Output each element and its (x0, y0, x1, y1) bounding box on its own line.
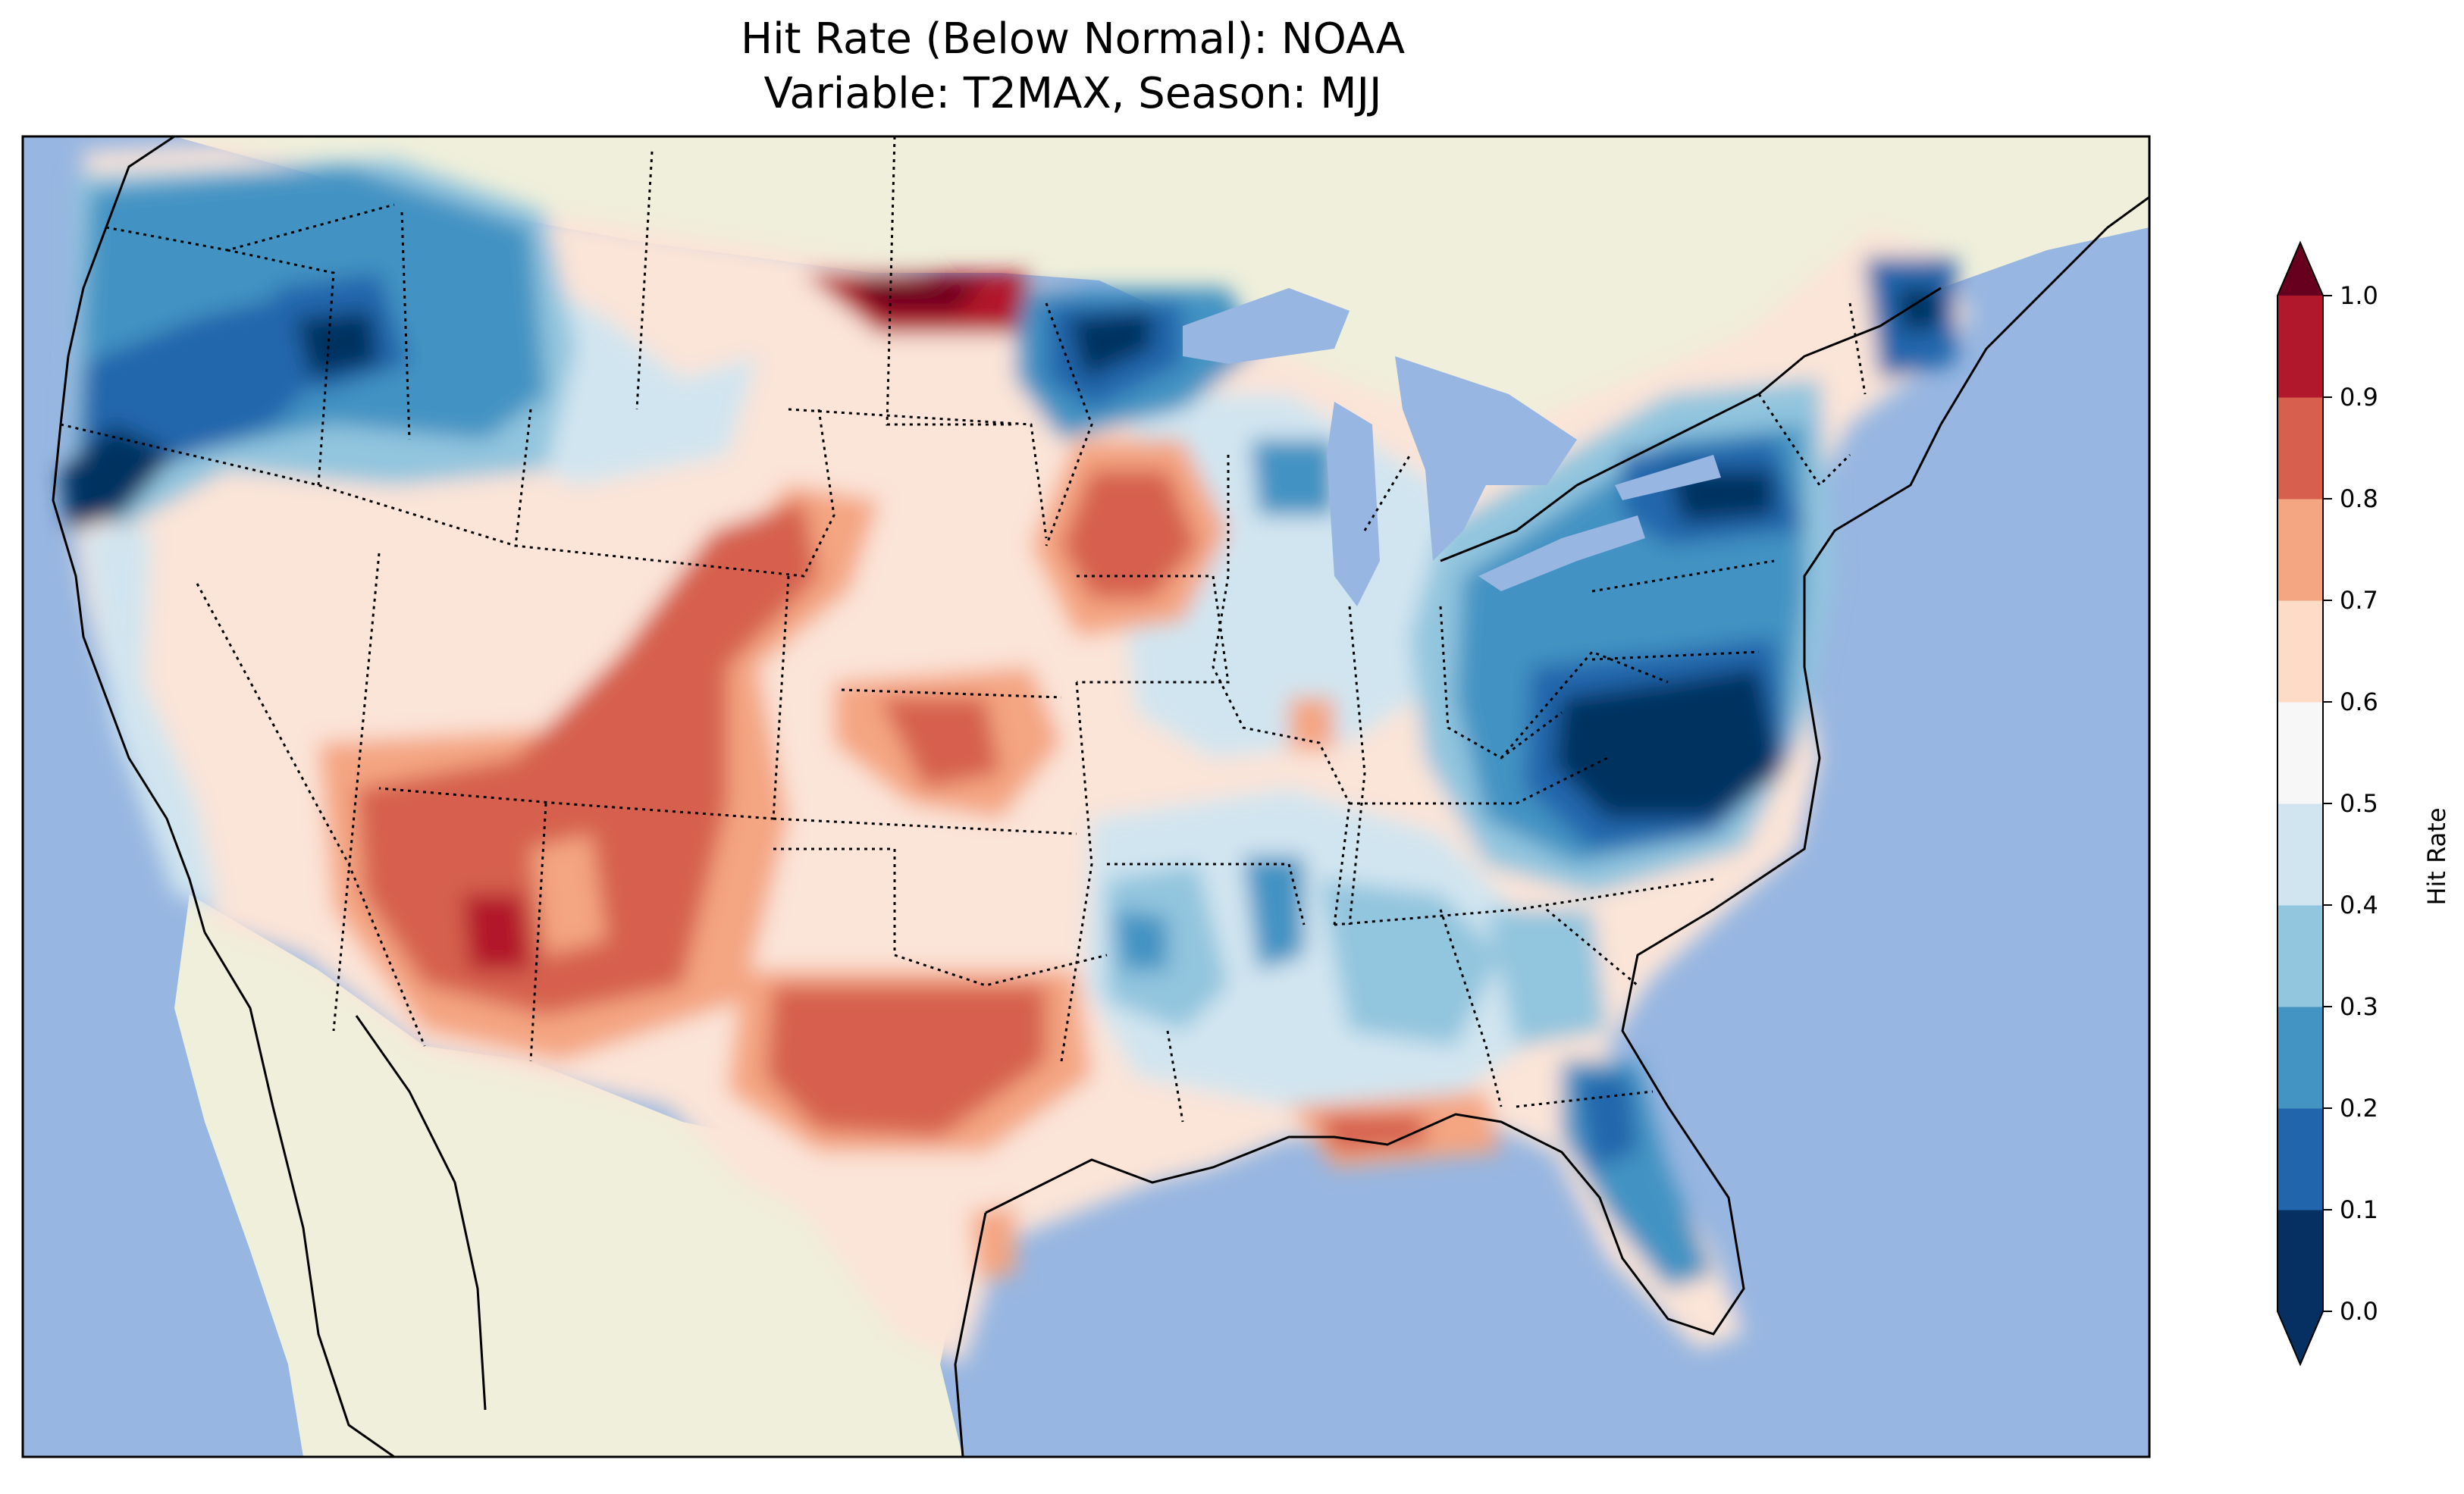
colorbar-tick-label: 0.4 (2340, 891, 2378, 919)
colorbar-bin (2277, 1007, 2323, 1109)
colorbar-bin (2277, 905, 2323, 1007)
colorbar-label: Hit Rate (2422, 807, 2451, 905)
colorbar-tick-label: 0.9 (2340, 383, 2378, 412)
colorbar-bin (2277, 600, 2323, 703)
map-frame (21, 135, 2151, 1458)
colorbar-tick-label: 0.8 (2340, 484, 2378, 513)
map-title-line1: Hit Rate (Below Normal): NOAA (740, 14, 1406, 64)
colorbar-bin (2277, 702, 2323, 804)
colorbar-bin (2277, 1108, 2323, 1211)
colorbar-tick-label: 1.0 (2340, 281, 2378, 310)
colorbar-tick-label: 0.0 (2340, 1297, 2378, 1326)
state-borders (60, 136, 1867, 1123)
colorbar-bin (2277, 803, 2323, 906)
colorbar-bin (2277, 1210, 2323, 1312)
colorbar-bin (2277, 499, 2323, 601)
colorbar-tick-label: 0.6 (2340, 687, 2378, 716)
colorbar-bin (2277, 397, 2323, 500)
map-title-line2: Variable: T2MAX, Season: MJJ (763, 69, 1382, 118)
colorbar-tick-label: 0.3 (2340, 992, 2378, 1021)
mexico-land (174, 894, 986, 1457)
colorbar-tick-label: 0.2 (2340, 1094, 2378, 1123)
colorbar-tick-label: 0.5 (2340, 789, 2378, 818)
colorbar-tick-label: 0.1 (2340, 1195, 2378, 1224)
colorbar-extend-min (2277, 1311, 2323, 1364)
great-lakes (1183, 288, 1721, 606)
colorbar-extend-max (2277, 243, 2323, 296)
colorbar-tick-label: 0.7 (2340, 586, 2378, 615)
colorbar-bin (2277, 296, 2323, 398)
